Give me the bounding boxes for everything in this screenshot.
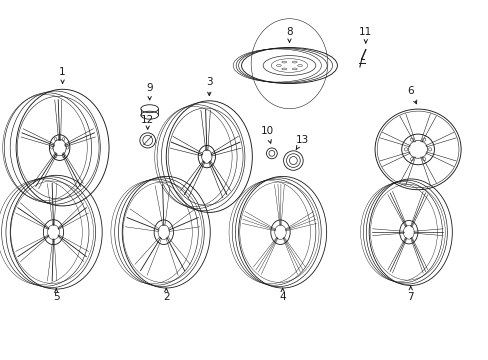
Text: 4: 4 xyxy=(279,288,285,302)
Text: 7: 7 xyxy=(407,286,413,302)
Text: 3: 3 xyxy=(205,77,212,95)
Text: 11: 11 xyxy=(358,27,372,43)
Text: 1: 1 xyxy=(59,67,66,83)
Text: 13: 13 xyxy=(295,135,308,150)
Text: 5: 5 xyxy=(53,289,60,302)
Text: 2: 2 xyxy=(163,288,169,302)
Text: 8: 8 xyxy=(285,27,292,42)
Text: 6: 6 xyxy=(407,86,416,104)
Text: 12: 12 xyxy=(141,115,154,129)
Text: 10: 10 xyxy=(260,126,273,143)
Text: 9: 9 xyxy=(146,83,153,100)
